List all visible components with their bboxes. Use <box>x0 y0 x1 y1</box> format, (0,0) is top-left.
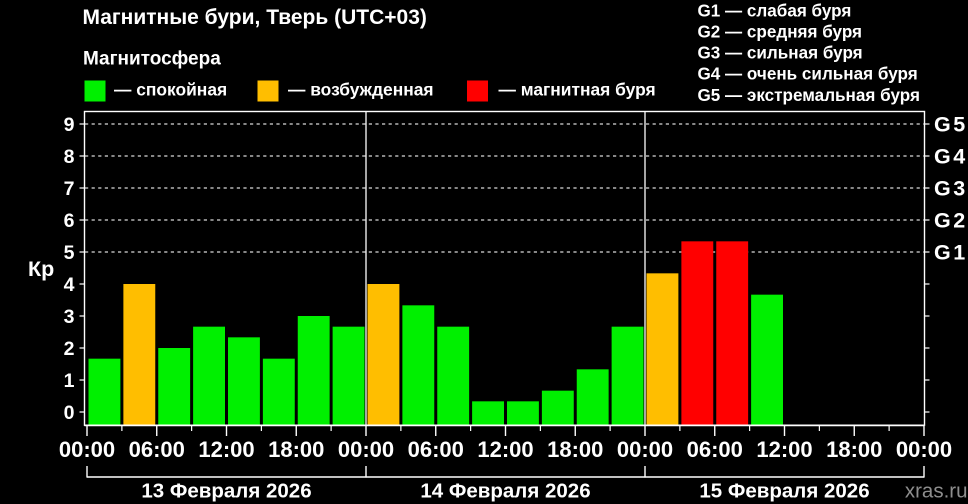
svg-text:15 Февраля 2026: 15 Февраля 2026 <box>699 480 869 503</box>
svg-text:14 Февраля 2026: 14 Февраля 2026 <box>420 480 590 503</box>
svg-text:00:00: 00:00 <box>59 437 115 462</box>
svg-text:3: 3 <box>64 306 75 328</box>
svg-text:13 Февраля 2026: 13 Февраля 2026 <box>141 480 311 503</box>
svg-text:— возбужденная: — возбужденная <box>288 80 434 100</box>
svg-text:8: 8 <box>64 146 75 168</box>
svg-text:4: 4 <box>64 274 75 296</box>
svg-text:12:00: 12:00 <box>756 437 812 462</box>
svg-text:G4: G4 <box>934 144 968 168</box>
svg-text:Кр: Кр <box>28 257 54 281</box>
svg-text:06:00: 06:00 <box>687 437 743 462</box>
svg-text:G1 — слабая буря: G1 — слабая буря <box>698 1 852 20</box>
svg-text:xras.ru: xras.ru <box>905 479 968 502</box>
svg-text:06:00: 06:00 <box>408 437 464 462</box>
svg-text:G2: G2 <box>934 208 968 232</box>
svg-text:6: 6 <box>64 210 75 232</box>
svg-text:Магнитные бури, Тверь (UTC+03): Магнитные бури, Тверь (UTC+03) <box>83 6 427 29</box>
svg-text:18:00: 18:00 <box>547 437 603 462</box>
svg-text:1: 1 <box>64 370 75 392</box>
svg-text:— спокойная: — спокойная <box>114 80 227 100</box>
svg-text:G2 — средняя буря: G2 — средняя буря <box>698 23 863 42</box>
svg-text:0: 0 <box>64 402 75 424</box>
svg-text:00:00: 00:00 <box>338 437 394 462</box>
svg-text:00:00: 00:00 <box>896 437 952 462</box>
svg-text:G3 — сильная буря: G3 — сильная буря <box>698 44 863 63</box>
svg-text:Магнитосфера: Магнитосфера <box>83 49 221 70</box>
svg-text:G5: G5 <box>934 112 968 136</box>
svg-text:G3: G3 <box>934 176 968 200</box>
svg-text:18:00: 18:00 <box>268 437 324 462</box>
svg-text:18:00: 18:00 <box>826 437 882 462</box>
svg-text:9: 9 <box>64 114 75 136</box>
svg-text:12:00: 12:00 <box>477 437 533 462</box>
svg-text:G5 — экстремальная буря: G5 — экстремальная буря <box>698 86 920 105</box>
svg-text:G4 — очень сильная буря: G4 — очень сильная буря <box>698 65 918 84</box>
svg-text:5: 5 <box>64 242 75 264</box>
svg-text:G1: G1 <box>934 240 968 264</box>
svg-text:12:00: 12:00 <box>198 437 254 462</box>
svg-text:06:00: 06:00 <box>129 437 185 462</box>
svg-text:7: 7 <box>64 178 75 200</box>
svg-text:— магнитная буря: — магнитная буря <box>499 80 656 100</box>
svg-text:2: 2 <box>64 338 75 360</box>
svg-text:00:00: 00:00 <box>617 437 673 462</box>
